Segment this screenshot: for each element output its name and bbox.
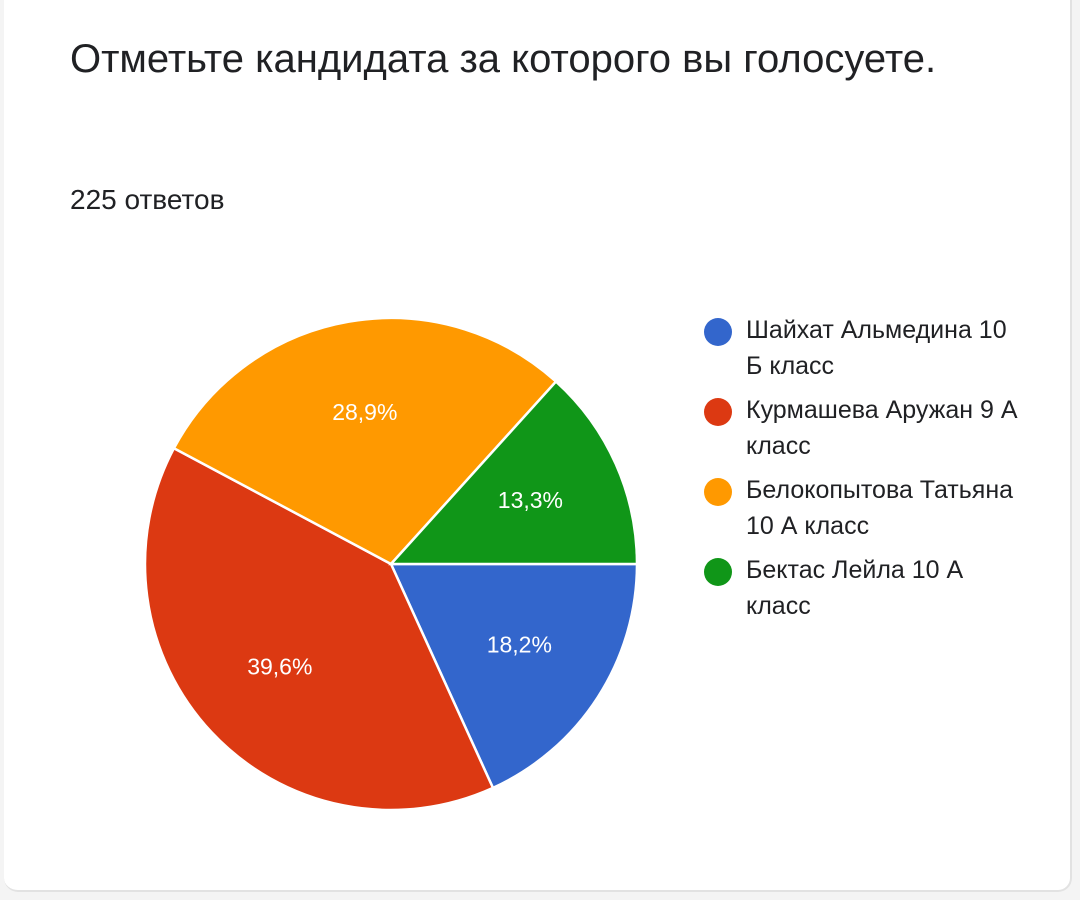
legend-item-3[interactable]: Белокопытова Татьяна 10 А класс: [704, 472, 1024, 544]
legend-swatch-icon: [704, 318, 732, 346]
pie-slice-2[interactable]: [143, 446, 495, 812]
legend-label: Бектас Лейла 10 А класс: [746, 556, 964, 620]
slice-label-1: 18,2%: [487, 632, 552, 658]
pie-slice-4[interactable]: [388, 379, 639, 566]
pie-slice-1[interactable]: [389, 562, 639, 790]
legend-label: Курмашева Аружан 9 А класс: [746, 396, 1018, 460]
legend-label: Белокопытова Татьяна 10 А класс: [746, 476, 1014, 540]
slice-label-2: 39,6%: [247, 653, 312, 679]
chart-legend: Шайхат Альмедина 10 Б класс Курмашева Ару…: [704, 312, 1024, 632]
legend-swatch-icon: [704, 558, 732, 586]
legend-swatch-icon: [704, 478, 732, 506]
slice-label-3: 28,9%: [332, 399, 397, 425]
pie-slice-3[interactable]: [172, 316, 558, 566]
legend-swatch-icon: [704, 398, 732, 426]
response-count: 225 ответов: [70, 184, 225, 215]
slice-label-4: 13,3%: [498, 487, 563, 513]
legend-label: Шайхат Альмедина 10 Б класс: [746, 316, 1007, 380]
legend-item-2[interactable]: Курмашева Аружан 9 А класс: [704, 392, 1024, 464]
legend-item-1[interactable]: Шайхат Альмедина 10 Б класс: [704, 312, 1024, 384]
legend-item-4[interactable]: Бектас Лейла 10 А класс: [704, 552, 1024, 624]
question-title: Отметьте кандидата за которого вы голосу…: [70, 37, 937, 81]
